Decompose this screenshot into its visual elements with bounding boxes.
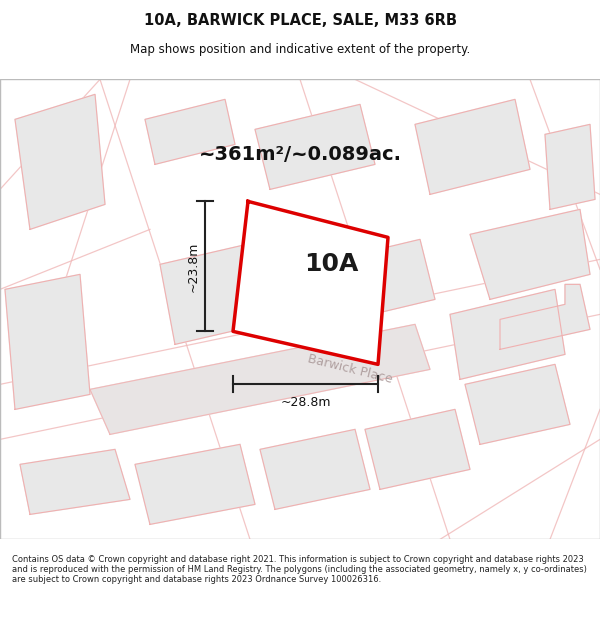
- Polygon shape: [470, 209, 590, 299]
- Polygon shape: [20, 449, 130, 514]
- Polygon shape: [15, 94, 105, 229]
- Text: 10A, BARWICK PLACE, SALE, M33 6RB: 10A, BARWICK PLACE, SALE, M33 6RB: [143, 13, 457, 28]
- Text: ~23.8m: ~23.8m: [187, 241, 199, 291]
- Polygon shape: [500, 284, 590, 349]
- Polygon shape: [260, 429, 370, 509]
- Polygon shape: [450, 289, 565, 379]
- Text: Map shows position and indicative extent of the property.: Map shows position and indicative extent…: [130, 42, 470, 56]
- Polygon shape: [160, 234, 305, 344]
- Polygon shape: [135, 444, 255, 524]
- Polygon shape: [145, 99, 235, 164]
- Polygon shape: [415, 99, 530, 194]
- Polygon shape: [545, 124, 595, 209]
- Text: Contains OS data © Crown copyright and database right 2021. This information is : Contains OS data © Crown copyright and d…: [12, 554, 587, 584]
- Polygon shape: [90, 324, 430, 434]
- Polygon shape: [315, 239, 435, 324]
- Polygon shape: [233, 201, 388, 364]
- Polygon shape: [255, 104, 375, 189]
- Text: Barwick Place: Barwick Place: [306, 352, 394, 386]
- Text: ~28.8m: ~28.8m: [280, 396, 331, 409]
- Polygon shape: [465, 364, 570, 444]
- Text: 10A: 10A: [305, 252, 359, 276]
- Polygon shape: [365, 409, 470, 489]
- Polygon shape: [5, 274, 90, 409]
- Text: ~361m²/~0.089ac.: ~361m²/~0.089ac.: [199, 145, 401, 164]
